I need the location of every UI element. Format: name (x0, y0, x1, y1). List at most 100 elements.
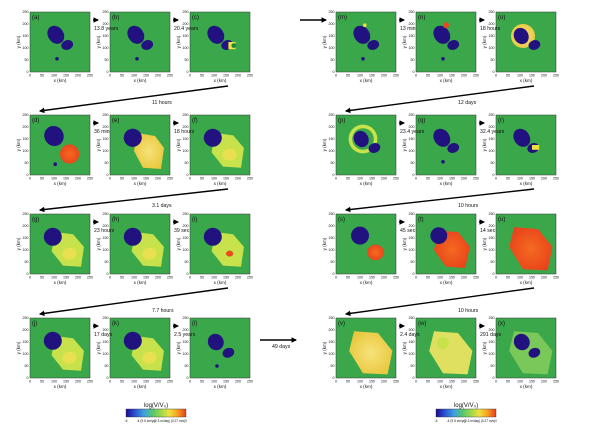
locked-patch-small (222, 347, 235, 358)
locked-dot (361, 57, 365, 61)
panel-k: (k) 0 50 100 150 200 250 0 50 100 150 200 250 x (km) y… (96, 316, 173, 389)
x-tick-label: 150 (143, 380, 149, 384)
x-tick-label: 50 (506, 177, 510, 181)
x-tick-label: 50 (346, 380, 350, 384)
locked-patch-large (43, 227, 62, 246)
x-tick-label: 250 (247, 177, 253, 181)
y-tick-label: 50 (25, 260, 29, 264)
y-tick-label: 0 (413, 70, 415, 74)
x-tick-label: 150 (143, 177, 149, 181)
locked-patch-large (127, 25, 145, 44)
x-tick-label: 0 (189, 380, 191, 384)
x-tick-label: 250 (553, 380, 559, 384)
y-tick-label: 250 (103, 113, 109, 117)
colorbar-mark: (2.3 m/day) (154, 419, 170, 423)
panel-l: (l) 0 50 100 150 200 250 0 50 100 150 200 250 x (km) y… (176, 316, 253, 389)
x-tick-label: 200 (461, 380, 467, 384)
interval-label: 32.4 years (480, 129, 505, 135)
x-tick-label: 0 (109, 74, 111, 78)
x-tick-label: 50 (120, 177, 124, 181)
y-tick-label: 250 (103, 316, 109, 320)
x-tick-label: 250 (167, 177, 173, 181)
x-axis-label: x (km) (360, 78, 373, 83)
y-tick-label: 100 (329, 352, 335, 356)
locked-dot (441, 57, 445, 61)
y-tick-label: 250 (409, 10, 415, 14)
y-tick-label: 250 (183, 316, 189, 320)
x-tick-label: 250 (247, 74, 253, 78)
x-tick-label: 0 (189, 74, 191, 78)
y-tick-label: 250 (409, 113, 415, 117)
x-tick-label: 200 (541, 177, 547, 181)
x-tick-label: 200 (155, 276, 161, 280)
x-tick-label: 150 (529, 276, 535, 280)
x-tick-label: 150 (369, 380, 375, 384)
panel-o: (o) 0 50 100 150 200 250 0 50 100 150 200 250 x (km) y… (482, 10, 559, 83)
y-axis-label: y (km) (96, 138, 101, 151)
x-tick-label: 100 (131, 177, 137, 181)
x-tick-label: 50 (426, 74, 430, 78)
y-tick-label: 200 (409, 22, 415, 26)
y-tick-label: 100 (409, 248, 415, 252)
panel-label: (f) (192, 118, 198, 124)
y-tick-label: 250 (23, 316, 29, 320)
panel-x: (x) 0 50 100 150 200 250 0 50 100 150 200 250 x (km) y… (482, 316, 559, 389)
x-tick-label: 200 (541, 380, 547, 384)
panel-label: (x) (498, 321, 505, 327)
interval-label: 49 days (272, 344, 291, 350)
y-axis-label: y (km) (482, 35, 487, 48)
y-tick-label: 100 (489, 248, 495, 252)
y-tick-label: 150 (103, 137, 109, 141)
panel-label: (l) (192, 321, 197, 327)
panel-r: (r) 0 50 100 150 200 250 0 50 100 150 200 250 x (km) y… (482, 113, 559, 186)
panel-frame (189, 11, 251, 73)
y-tick-label: 200 (409, 328, 415, 332)
y-tick-label: 250 (23, 10, 29, 14)
slip-seed (363, 23, 367, 28)
locked-dot (215, 364, 219, 368)
interval-label: 3.1 days (152, 203, 172, 209)
x-axis-label: x (km) (54, 78, 67, 83)
x-axis-label: x (km) (360, 384, 373, 389)
panel-h: (h) 0 50 100 150 200 250 0 50 100 150 200 250 x (km) y… (96, 212, 173, 285)
transition-arrow (38, 188, 229, 213)
panel-u: (u) 0 50 100 150 200 250 0 50 100 150 200 250 x (km) y… (482, 212, 559, 285)
x-axis-label: x (km) (134, 181, 147, 186)
x-tick-label: 100 (517, 276, 523, 280)
x-tick-label: 100 (51, 380, 57, 384)
rupture-patch (367, 244, 384, 261)
colorbar-tick: 0 (495, 419, 497, 423)
y-tick-label: 0 (413, 173, 415, 177)
x-tick-label: 250 (553, 74, 559, 78)
x-tick-label: 50 (506, 74, 510, 78)
y-tick-label: 250 (103, 10, 109, 14)
y-tick-label: 150 (183, 34, 189, 38)
y-tick-label: 200 (489, 22, 495, 26)
panel-frame (495, 114, 557, 176)
y-tick-label: 200 (103, 125, 109, 129)
locked-patch-small (528, 40, 541, 50)
x-tick-label: 0 (109, 276, 111, 280)
x-tick-label: 0 (109, 380, 111, 384)
colorbar-mark: (9.5 cm/yr) (450, 419, 465, 423)
x-tick-label: 0 (495, 74, 497, 78)
y-axis-label: y (km) (176, 341, 181, 354)
y-tick-label: 150 (329, 137, 335, 141)
y-tick-label: 50 (491, 260, 495, 264)
y-tick-label: 100 (23, 248, 29, 252)
x-tick-label: 50 (40, 177, 44, 181)
y-tick-label: 150 (409, 340, 415, 344)
panel-frame (415, 114, 477, 176)
x-tick-label: 150 (143, 74, 149, 78)
x-tick-label: 50 (426, 276, 430, 280)
x-tick-label: 100 (357, 380, 363, 384)
x-tick-label: 50 (40, 74, 44, 78)
slow-zone (437, 337, 449, 350)
panel-frame (415, 213, 477, 275)
x-tick-label: 150 (369, 74, 375, 78)
y-tick-label: 150 (489, 34, 495, 38)
y-tick-label: 200 (183, 125, 189, 129)
x-axis-label: x (km) (440, 78, 453, 83)
x-tick-label: 50 (346, 276, 350, 280)
